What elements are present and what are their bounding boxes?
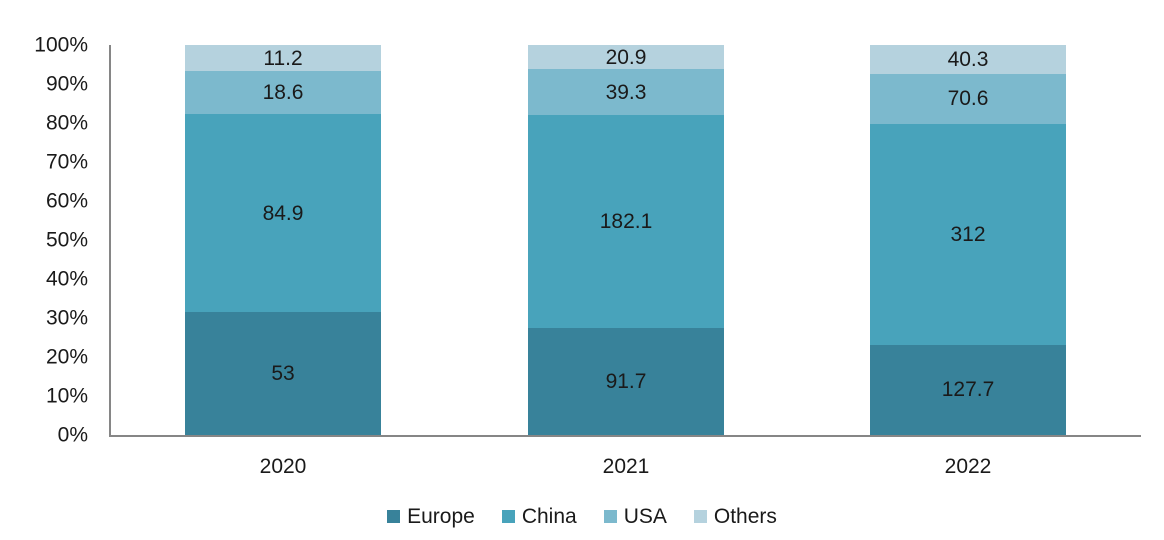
bar-2022: 127.7 312 70.6 40.3 bbox=[870, 45, 1066, 435]
segment-europe-2021: 91.7 bbox=[528, 327, 724, 435]
y-tick-label: 50% bbox=[45, 228, 88, 252]
data-label: 40.3 bbox=[947, 47, 989, 71]
x-axis-line bbox=[109, 435, 1141, 437]
segment-china-2022: 312 bbox=[870, 123, 1066, 345]
segment-europe-2022: 127.7 bbox=[870, 344, 1066, 435]
legend-label: Europe bbox=[407, 505, 475, 528]
y-tick-label: 70% bbox=[45, 150, 88, 174]
data-label: 39.3 bbox=[605, 80, 647, 104]
y-tick-label: 90% bbox=[45, 72, 88, 96]
segment-china-2020: 84.9 bbox=[185, 114, 381, 312]
y-axis: 0% 10% 20% 30% 40% 50% 60% 70% 80% 90% 100% bbox=[0, 0, 88, 540]
legend-item-others: Others bbox=[693, 505, 777, 528]
y-tick-label: 80% bbox=[45, 111, 88, 135]
x-axis-label-2020: 2020 bbox=[259, 455, 307, 478]
legend-marker-icon bbox=[387, 510, 401, 523]
y-tick-label: 60% bbox=[45, 189, 88, 213]
data-label: 70.6 bbox=[947, 87, 989, 111]
x-axis-label-2021: 2021 bbox=[602, 455, 650, 478]
bar-2021: 91.7 182.1 39.3 20.9 bbox=[528, 45, 724, 435]
legend-marker-icon bbox=[501, 510, 515, 523]
y-tick-label: 100% bbox=[34, 33, 88, 57]
legend-marker-icon bbox=[603, 510, 617, 523]
y-tick-label: 40% bbox=[45, 267, 88, 291]
legend-item-europe: Europe bbox=[387, 506, 475, 527]
data-label: 182.1 bbox=[599, 210, 653, 234]
data-label: 91.7 bbox=[605, 369, 647, 393]
legend-item-china: China bbox=[501, 505, 577, 528]
segment-usa-2020: 18.6 bbox=[185, 71, 381, 115]
y-tick-label: 20% bbox=[45, 345, 88, 369]
y-tick-label: 10% bbox=[45, 384, 88, 408]
data-label: 127.7 bbox=[941, 378, 995, 402]
segment-others-2020: 11.2 bbox=[185, 45, 381, 72]
data-label: 84.9 bbox=[262, 201, 304, 225]
segment-usa-2022: 70.6 bbox=[870, 73, 1066, 124]
segment-europe-2020: 53 bbox=[185, 311, 381, 435]
legend-label: USA bbox=[623, 505, 667, 528]
legend: Europe China USA Others bbox=[0, 506, 1164, 527]
segment-others-2021: 20.9 bbox=[528, 45, 724, 70]
legend-label: China bbox=[521, 505, 577, 528]
segment-others-2022: 40.3 bbox=[870, 45, 1066, 74]
data-label: 53 bbox=[271, 361, 295, 385]
y-tick-label: 0% bbox=[57, 423, 88, 447]
data-label: 18.6 bbox=[262, 81, 304, 105]
bar-2020: 53 84.9 18.6 11.2 bbox=[185, 45, 381, 435]
data-label: 11.2 bbox=[263, 46, 303, 70]
segment-china-2021: 182.1 bbox=[528, 115, 724, 328]
x-axis-label-2022: 2022 bbox=[944, 455, 992, 478]
segment-usa-2021: 39.3 bbox=[528, 69, 724, 116]
y-axis-line bbox=[109, 45, 111, 437]
y-tick-label: 30% bbox=[45, 306, 88, 330]
legend-marker-icon bbox=[693, 510, 707, 523]
legend-label: Others bbox=[713, 505, 777, 528]
legend-item-usa: USA bbox=[603, 505, 667, 528]
data-label: 312 bbox=[950, 222, 986, 246]
data-label: 20.9 bbox=[605, 45, 647, 69]
